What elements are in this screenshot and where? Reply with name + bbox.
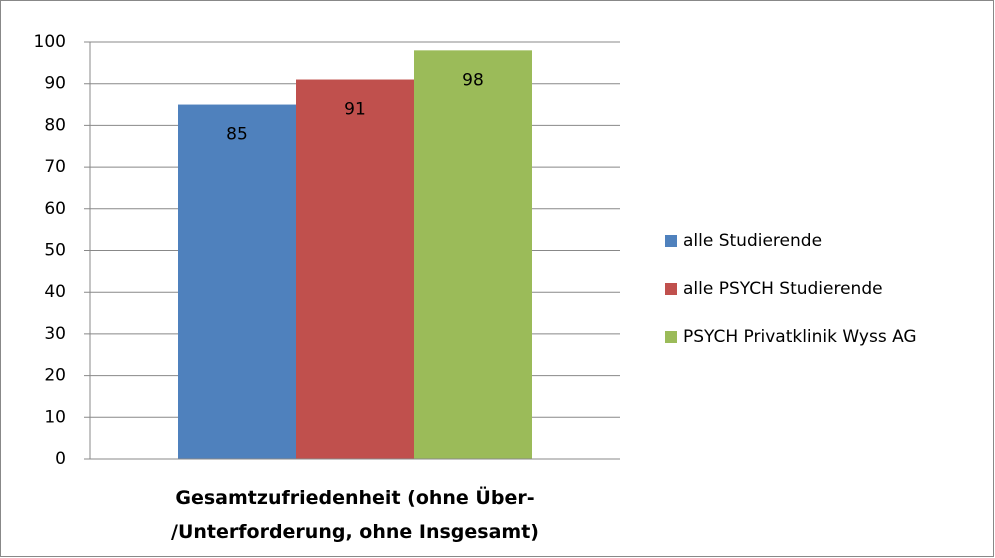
y-tick-label: 60	[44, 199, 66, 219]
data-label: 85	[226, 125, 248, 145]
data-label: 91	[344, 100, 366, 120]
y-tick-label: 20	[44, 366, 66, 386]
bar	[414, 50, 532, 460]
y-tick-label: 10	[44, 407, 66, 427]
legend-label: PSYCH Privatklinik Wyss AG	[683, 327, 917, 347]
y-tick-label: 40	[44, 282, 66, 302]
x-tick-label: Gesamtzufriedenheit (ohne Über-/Unterfor…	[171, 485, 539, 543]
legend-label: alle Studierende	[683, 231, 822, 251]
y-tick-label: 50	[44, 241, 66, 261]
legend-swatch	[665, 331, 677, 343]
bar	[178, 104, 296, 460]
y-tick-label: 90	[44, 74, 66, 94]
y-tick-label: 100	[34, 32, 66, 52]
y-tick-label: 70	[44, 157, 66, 177]
y-tick-label: 30	[44, 324, 66, 344]
legend-swatch	[665, 235, 677, 247]
legend-swatch	[665, 283, 677, 295]
bar	[296, 79, 414, 459]
data-label: 98	[462, 70, 484, 90]
legend-label: alle PSYCH Studierende	[683, 279, 883, 299]
y-tick-label: 0	[55, 449, 66, 469]
y-tick-label: 80	[44, 115, 66, 135]
